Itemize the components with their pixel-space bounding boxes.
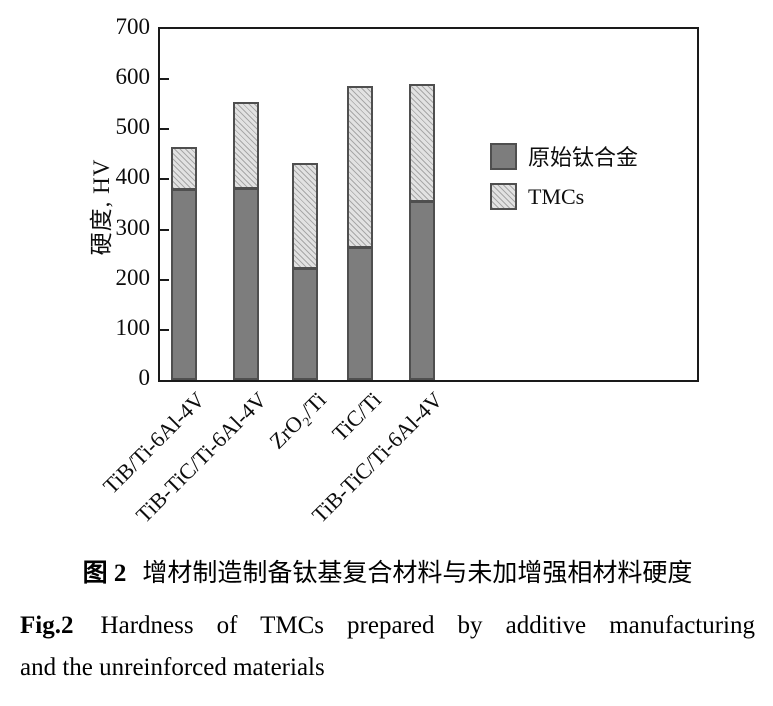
y-axis-title: 硬度, HV [89, 158, 114, 256]
bar-segment-original-alloy [347, 247, 373, 380]
y-tick-label: 500 [115, 114, 151, 140]
y-tick-mark [160, 128, 169, 131]
bar-segment-tmc [171, 146, 197, 191]
caption-figure-number-zh: 图 2 [82, 560, 127, 587]
figure-caption: 图 2 增材制造制备钛基复合材料与未加增强相材料硬度 Fig.2 Hardness… [20, 552, 755, 688]
y-tick-label: 400 [115, 164, 151, 190]
y-tick-label: 300 [115, 214, 151, 240]
y-tick-mark [160, 78, 169, 81]
y-tick-label: 200 [115, 264, 151, 290]
bar-segment-tmc [409, 84, 435, 202]
y-tick-mark [160, 228, 169, 231]
legend-item-tmcs: TMCs [490, 183, 638, 210]
legend-label: TMCs [528, 183, 585, 209]
legend-item-original-alloy: 原始钛合金 [490, 140, 638, 172]
caption-chinese: 图 2 增材制造制备钛基复合材料与未加增强相材料硬度 [20, 552, 755, 596]
y-tick-mark [160, 178, 169, 181]
caption-text-zh: 增材制造制备钛基复合材料与未加增强相材料硬度 [142, 560, 693, 587]
bar-segment-tmc [347, 85, 373, 249]
y-tick-label: 0 [138, 365, 151, 390]
x-category-label: ZrO₂/Ti [264, 387, 331, 454]
caption-text-en: Hardness of TMCs prepared by additive ma… [100, 612, 756, 639]
chart-legend: 原始钛合金 TMCs [490, 140, 638, 221]
legend-label: 原始钛合金 [528, 145, 639, 170]
y-tick-mark [160, 278, 169, 281]
bar-segment-original-alloy [233, 188, 259, 380]
caption-english-line1: Fig.2 Hardness of TMCs prepared by addit… [20, 604, 755, 648]
bar-segment-original-alloy [292, 268, 318, 380]
y-tick-mark [160, 328, 169, 331]
bar-segment-original-alloy [171, 189, 197, 380]
bar-segment-tmc [233, 101, 259, 190]
caption-figure-number-en: Fig.2 [20, 612, 74, 639]
legend-swatch-dark-icon [490, 142, 517, 170]
legend-swatch-hatch-icon [490, 183, 517, 210]
y-tick-label: 600 [115, 64, 151, 90]
bar-segment-original-alloy [409, 200, 435, 380]
y-tick-label: 100 [115, 314, 151, 340]
bar-segment-tmc [292, 162, 318, 270]
plot-area [158, 27, 699, 382]
y-tick-label: 700 [115, 14, 151, 39]
caption-english-line2: and the unreinforced materials [20, 654, 325, 681]
